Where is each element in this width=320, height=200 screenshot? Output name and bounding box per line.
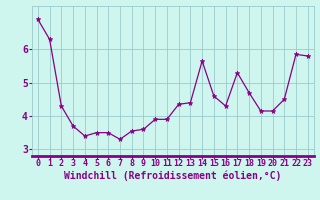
X-axis label: Windchill (Refroidissement éolien,°C): Windchill (Refroidissement éolien,°C): [64, 171, 282, 181]
